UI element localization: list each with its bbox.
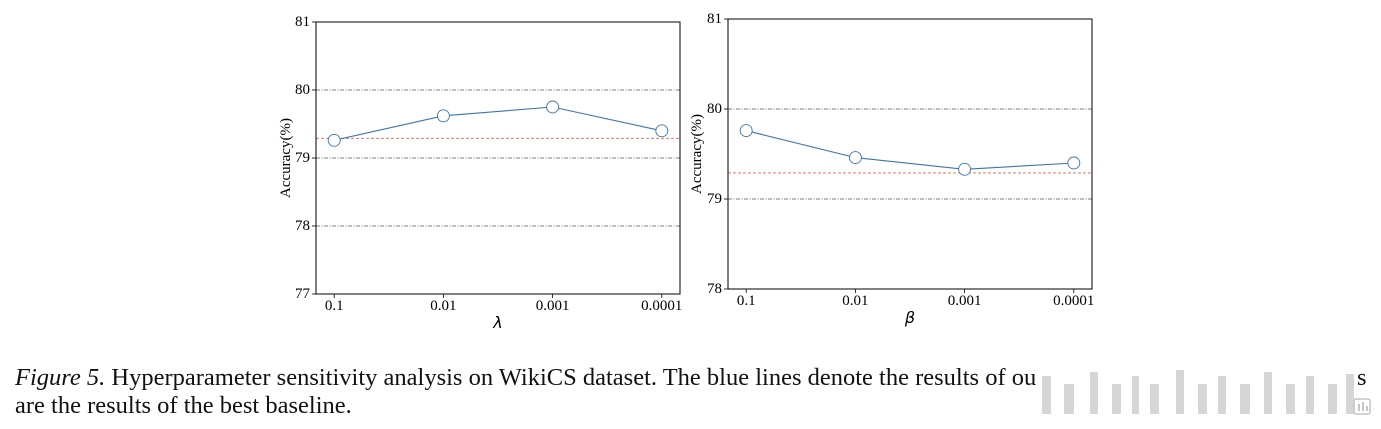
- y-tick-label: 81: [707, 11, 722, 27]
- data-point: [436, 109, 450, 123]
- x-tick-label: 0.001: [948, 293, 982, 309]
- watermark-bar: [1064, 384, 1074, 414]
- y-tick-label: 78: [707, 281, 722, 297]
- series-line: [746, 130, 1074, 170]
- watermark-bar: [1198, 384, 1207, 414]
- watermark-bar: [1240, 384, 1250, 414]
- watermark-graphic: [1040, 362, 1372, 418]
- data-point: [848, 151, 862, 165]
- data-point: [546, 100, 560, 114]
- data-point: [327, 133, 341, 147]
- chart-panel-1: 77 78 79 80 81 0.1 0.01 0.001 0.0001 λ Accuracy(%): [278, 14, 682, 332]
- x-tick-label: 0.1: [325, 298, 344, 314]
- watermark-bar: [1306, 376, 1314, 414]
- watermark-bar: [1286, 384, 1295, 414]
- watermark-logo-bar: [1362, 402, 1364, 411]
- caption-line-2: are the results of the best baseline.: [15, 392, 352, 419]
- figure-label: Figure 5.: [15, 364, 106, 391]
- watermark-bar: [1176, 370, 1184, 414]
- watermark-bar: [1112, 384, 1121, 414]
- caption-line-1: Figure 5. Hyperparameter sensitivity ana…: [15, 364, 1036, 392]
- data-point: [958, 162, 972, 176]
- watermark-bar: [1328, 384, 1337, 414]
- plot-frame: [727, 18, 1093, 290]
- watermark-bar: [1218, 376, 1226, 414]
- x-axis-label: λ: [492, 313, 502, 332]
- series-line: [334, 106, 662, 141]
- y-axis-label: Accuracy(%): [689, 114, 705, 194]
- x-tick-label: 0.1: [737, 293, 756, 309]
- watermark-bar: [1264, 372, 1272, 414]
- x-tick-label: 0.01: [430, 298, 456, 314]
- watermark-bar: [1090, 372, 1098, 414]
- y-axis-label: Accuracy(%): [278, 118, 294, 198]
- y-tick-label: 79: [295, 150, 310, 166]
- watermark-bar: [1132, 376, 1139, 414]
- y-tick-label: 77: [295, 286, 311, 302]
- caption-text: Hyperparameter sensitivity analysis on W…: [111, 364, 1037, 391]
- watermark-bar: [1042, 376, 1051, 414]
- y-tick-label: 79: [707, 191, 722, 207]
- chart-panel-2: 78 79 80 81 0.1 0.01 0.001 0.0001 β Accuracy(%): [689, 11, 1094, 327]
- watermark-bar: [1150, 384, 1159, 414]
- figure-charts: 77 78 79 80 81 0.1 0.01 0.001 0.0001 λ Accuracy(%)…: [278, 11, 1094, 332]
- watermark-logo-icon: [1353, 398, 1371, 415]
- x-tick-label: 0.01: [842, 293, 868, 309]
- y-tick-label: 78: [295, 218, 310, 234]
- watermark-bar: [1346, 374, 1354, 414]
- x-tick-label: 0.0001: [1053, 293, 1094, 309]
- y-tick-label: 80: [295, 82, 310, 98]
- caption-text-end: s: [1357, 364, 1367, 391]
- data-point: [739, 124, 753, 138]
- x-tick-label: 0.0001: [641, 298, 682, 314]
- data-point: [1067, 156, 1081, 170]
- x-tick-label: 0.001: [536, 298, 570, 314]
- y-tick-label: 81: [295, 14, 310, 30]
- watermark-logo-bar: [1366, 406, 1368, 411]
- watermark: [1040, 362, 1372, 418]
- data-point: [655, 124, 669, 138]
- y-tick-label: 80: [707, 101, 722, 117]
- watermark-logo-frame: [1353, 398, 1371, 415]
- watermark-bars: [1042, 370, 1354, 414]
- x-axis-label: β: [904, 308, 915, 327]
- watermark-logo-bar: [1358, 404, 1360, 411]
